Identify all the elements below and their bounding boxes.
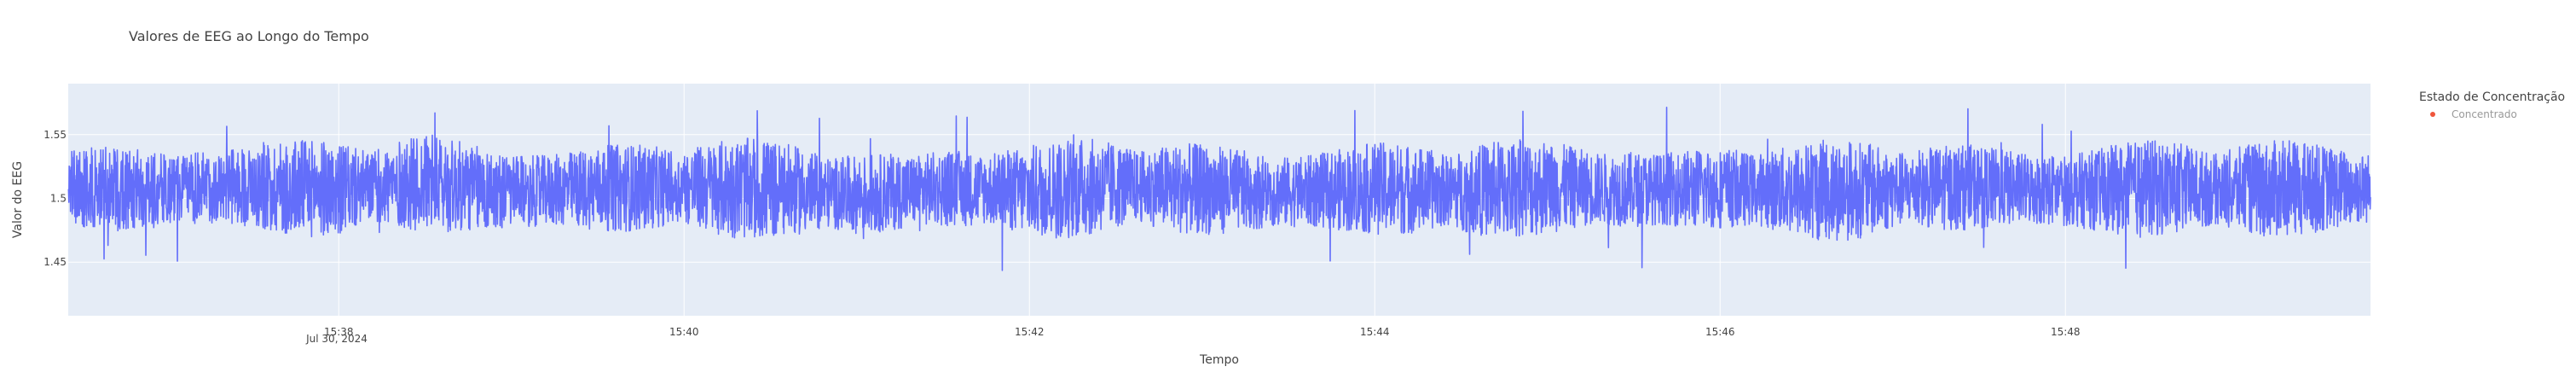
x-date-label: Jul 30, 2024 xyxy=(305,333,368,345)
x-tick-label: 15:40 xyxy=(669,326,699,338)
series-line-eeg[interactable] xyxy=(67,106,2371,271)
legend-item-concentrado[interactable]: Concentrado xyxy=(2430,108,2517,120)
y-tick-label: 1.55 xyxy=(43,129,67,141)
x-tick-label: 15:48 xyxy=(2051,326,2081,338)
x-tick-label: 15:42 xyxy=(1015,326,1045,338)
legend-marker xyxy=(2430,112,2435,117)
x-axis-title: Tempo xyxy=(1199,353,1239,367)
legend-label-concentrado: Concentrado xyxy=(2452,108,2517,120)
x-tick-label: 15:46 xyxy=(1705,326,1735,338)
y-tick-label: 1.45 xyxy=(43,256,67,268)
x-tick-labels: 15:38 15:40 15:42 15:44 15:46 15:48 xyxy=(324,326,2081,338)
y-axis-title: Valor do EEG xyxy=(11,161,25,238)
legend-title: Estado de Concentração xyxy=(2419,90,2565,104)
y-tick-label: 1.5 xyxy=(50,193,67,205)
legend: Estado de Concentração Concentrado xyxy=(2419,90,2565,120)
y-tick-labels: 1.45 1.5 1.55 xyxy=(43,129,67,268)
chart-title: Valores de EEG ao Longo do Tempo xyxy=(129,28,369,44)
x-tick-label: 15:38 xyxy=(324,326,354,338)
series-layer xyxy=(67,106,2371,271)
x-tick-label: 15:44 xyxy=(1360,326,1390,338)
